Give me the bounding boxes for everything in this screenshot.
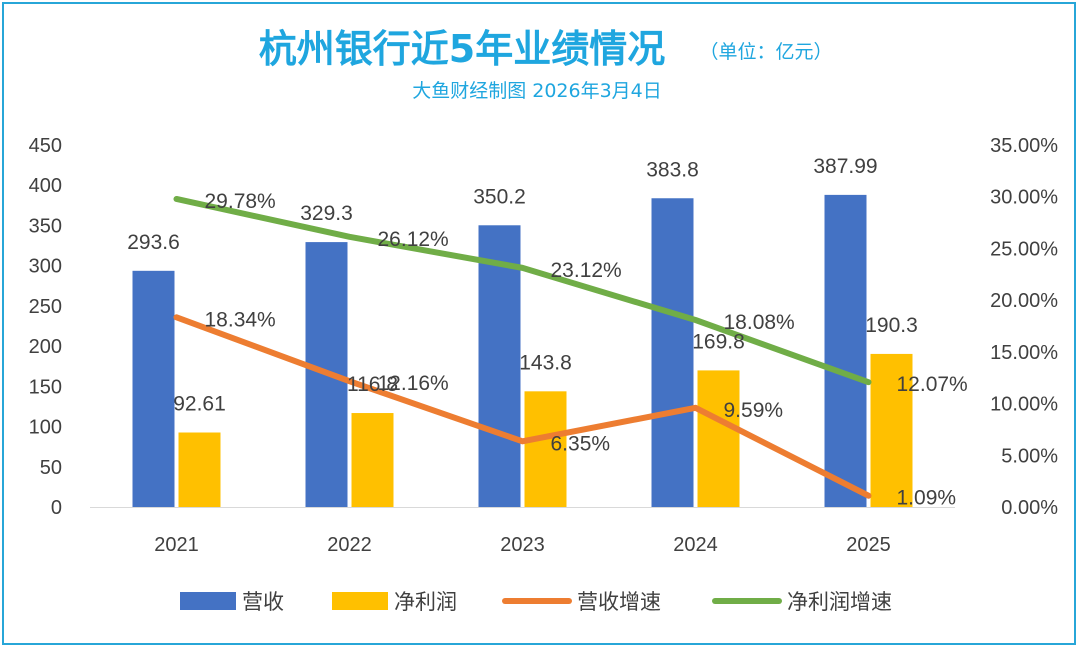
- revenue-data-label: 293.6: [127, 231, 180, 254]
- revenue-growth-line: [173, 314, 872, 499]
- y-right-tick-label: 30.00%: [990, 187, 1058, 209]
- net-profit-growth-data-label: 12.07%: [897, 373, 968, 396]
- revenue-growth-data-label: 1.09%: [897, 487, 957, 510]
- revenue-data-label: 387.99: [813, 155, 877, 178]
- net-profit-growth-data-label: 18.08%: [724, 311, 795, 334]
- x-tick-label: 2023: [500, 534, 545, 556]
- revenue-growth-data-label: 18.34%: [205, 308, 276, 331]
- net-profit-data-label: 143.8: [519, 351, 572, 374]
- y-right-tick-label: 5.00%: [1001, 445, 1058, 467]
- y-right-tick-label: 0.00%: [1001, 497, 1058, 519]
- net-profit-bar: [178, 432, 221, 507]
- y-left-tick-label: 100: [29, 417, 62, 439]
- chart-subtitle: 大鱼财经制图 2026年3月4日: [412, 80, 662, 102]
- net-profit-growth-line: [173, 195, 872, 386]
- revenue-bar: [651, 198, 694, 508]
- y-left-tick-label: 350: [29, 215, 62, 237]
- chart-title: 杭州银行近5年业绩情况: [259, 27, 665, 71]
- legend-label: 营收: [242, 590, 284, 614]
- y-left-tick-label: 450: [29, 135, 62, 157]
- net-profit-growth-data-label: 26.12%: [378, 228, 449, 251]
- revenue-data-label: 383.8: [646, 158, 699, 181]
- y-left-tick-label: 250: [29, 296, 62, 318]
- y-left-tick-label: 300: [29, 256, 62, 278]
- net-profit-bar: [870, 353, 913, 507]
- legend-swatch: [180, 592, 236, 610]
- y-right-tick-label: 10.00%: [990, 394, 1058, 416]
- x-tick-label: 2022: [327, 534, 372, 556]
- revenue-growth-data-label: 9.59%: [724, 399, 784, 422]
- y-right-tick-label: 20.00%: [990, 290, 1058, 312]
- y-left-tick-label: 50: [40, 457, 62, 479]
- legend-swatch: [332, 592, 388, 610]
- y-left-tick-label: 150: [29, 376, 62, 398]
- y-right-tick-label: 35.00%: [990, 135, 1058, 157]
- net-profit-data-label: 169.8: [692, 330, 745, 353]
- x-tick-label: 2021: [154, 534, 199, 556]
- net-profit-data-label: 190.3: [865, 314, 918, 337]
- x-tick-label: 2025: [846, 534, 891, 556]
- y-right-tick-label: 15.00%: [990, 342, 1058, 364]
- y-right-tick-label: 25.00%: [990, 238, 1058, 260]
- y-left-tick-label: 0: [51, 497, 62, 519]
- net-profit-growth-data-label: 29.78%: [205, 190, 276, 213]
- revenue-bar: [478, 225, 521, 507]
- y-left-tick-label: 400: [29, 175, 62, 197]
- net-profit-growth-data-label: 23.12%: [551, 259, 622, 282]
- net-profit-bar: [697, 370, 740, 507]
- chart-unit: （单位：亿元）: [699, 41, 832, 63]
- net-profit-bar: [351, 413, 394, 507]
- revenue-bar: [824, 194, 867, 507]
- legend: 营收 净利润 营收增速 净利润增速: [180, 590, 892, 614]
- legend-label: 净利润: [394, 590, 457, 614]
- y-left-tick-label: 200: [29, 336, 62, 358]
- revenue-growth-data-label: 6.35%: [551, 432, 611, 455]
- revenue-bar: [132, 270, 175, 507]
- revenue-data-label: 329.3: [300, 202, 353, 225]
- x-tick-label: 2024: [673, 534, 718, 556]
- revenue-growth-data-label: 12.16%: [378, 372, 449, 395]
- net-profit-data-label: 116.8: [347, 373, 398, 396]
- plot-area: 0 50 100 150 200 250 300 350 400 450 0.00% 5.00% 10.…: [29, 135, 1059, 556]
- legend-label: 营收增速: [577, 590, 661, 614]
- net-profit-data-label: 92.61: [173, 393, 226, 416]
- net-profit-bar: [524, 391, 567, 507]
- revenue-data-label: 350.2: [473, 185, 526, 208]
- legend-label: 净利润增速: [787, 590, 892, 614]
